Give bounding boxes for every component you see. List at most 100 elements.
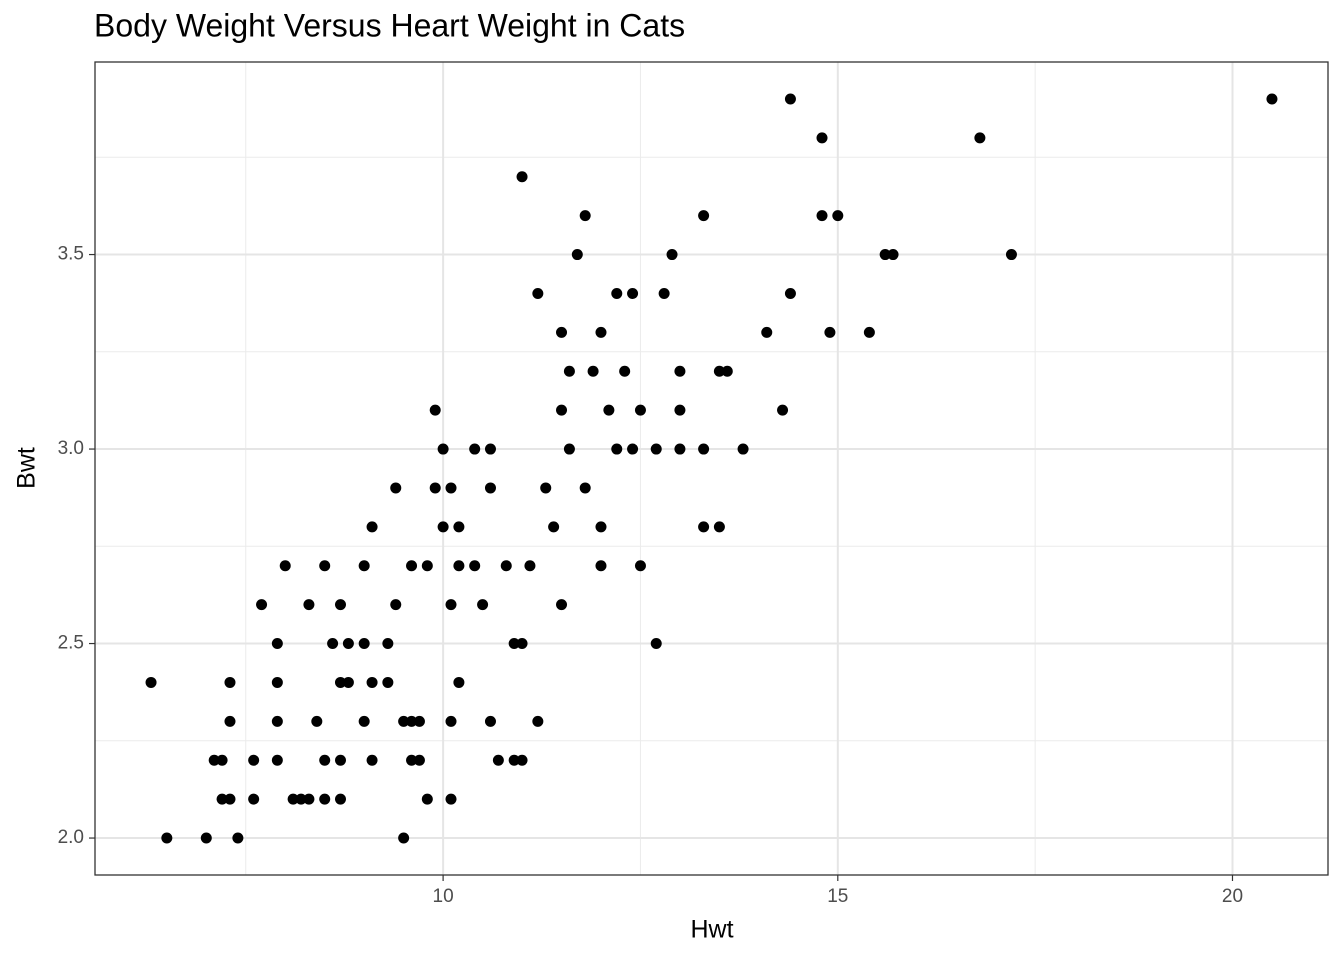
point <box>784 287 796 299</box>
point <box>319 560 331 572</box>
point <box>429 482 441 494</box>
point <box>516 638 528 650</box>
point <box>358 715 370 727</box>
point <box>216 754 228 766</box>
point <box>603 404 615 416</box>
point <box>556 404 568 416</box>
point <box>437 443 449 455</box>
x-tick-label: 20 <box>1222 886 1243 907</box>
point <box>500 560 512 572</box>
point <box>224 793 236 805</box>
point <box>761 326 773 338</box>
point <box>508 754 520 766</box>
point <box>698 521 710 533</box>
point <box>224 676 236 688</box>
point <box>358 638 370 650</box>
point <box>303 793 315 805</box>
point <box>713 365 725 377</box>
point <box>437 521 449 533</box>
point <box>271 676 283 688</box>
point <box>382 676 394 688</box>
point <box>1266 93 1278 105</box>
point <box>445 482 457 494</box>
chart-title: Body Weight Versus Heart Weight in Cats <box>94 7 685 43</box>
point <box>484 715 496 727</box>
point <box>406 754 418 766</box>
point <box>429 404 441 416</box>
point <box>879 249 891 261</box>
point <box>200 832 212 844</box>
point <box>627 443 639 455</box>
point <box>548 521 560 533</box>
point <box>295 793 307 805</box>
point <box>232 832 244 844</box>
point <box>698 443 710 455</box>
point <box>453 521 465 533</box>
point <box>587 365 599 377</box>
point <box>627 287 639 299</box>
point <box>532 715 544 727</box>
y-tick-label: 2.0 <box>58 827 84 848</box>
point <box>674 404 686 416</box>
y-tick-label: 3.0 <box>58 438 84 459</box>
y-axis-title: Bwt <box>13 447 41 489</box>
point <box>366 676 378 688</box>
point <box>445 715 457 727</box>
point <box>777 404 789 416</box>
point <box>421 793 433 805</box>
point <box>650 638 662 650</box>
point <box>508 638 520 650</box>
point <box>271 715 283 727</box>
point <box>279 560 291 572</box>
point <box>366 521 378 533</box>
point <box>413 715 425 727</box>
point <box>674 365 686 377</box>
plot-border <box>94 61 1329 876</box>
point <box>556 326 568 338</box>
point <box>674 443 686 455</box>
point <box>887 249 899 261</box>
point <box>611 287 623 299</box>
point <box>342 638 354 650</box>
point <box>832 210 844 222</box>
point <box>595 326 607 338</box>
point <box>595 560 607 572</box>
point <box>974 132 986 144</box>
point <box>634 560 646 572</box>
point <box>161 832 173 844</box>
point <box>398 832 410 844</box>
point <box>413 754 425 766</box>
point <box>256 599 268 611</box>
point <box>863 326 875 338</box>
point <box>311 715 323 727</box>
point <box>532 287 544 299</box>
y-tick-label: 2.5 <box>58 633 84 654</box>
point <box>248 754 260 766</box>
point <box>406 560 418 572</box>
point <box>737 443 749 455</box>
point <box>540 482 552 494</box>
point <box>208 754 220 766</box>
point <box>619 365 631 377</box>
point <box>721 365 733 377</box>
point <box>658 287 670 299</box>
point <box>1005 249 1017 261</box>
point <box>650 443 662 455</box>
point <box>571 249 583 261</box>
x-axis-title: Hwt <box>690 916 733 944</box>
point <box>319 754 331 766</box>
point <box>824 326 836 338</box>
point <box>224 715 236 727</box>
point <box>366 754 378 766</box>
point <box>390 482 402 494</box>
point <box>516 754 528 766</box>
x-tick-label: 15 <box>827 886 848 907</box>
point <box>271 754 283 766</box>
point <box>342 676 354 688</box>
point <box>334 599 346 611</box>
point <box>334 793 346 805</box>
x-tick-label: 10 <box>433 886 454 907</box>
point <box>421 560 433 572</box>
